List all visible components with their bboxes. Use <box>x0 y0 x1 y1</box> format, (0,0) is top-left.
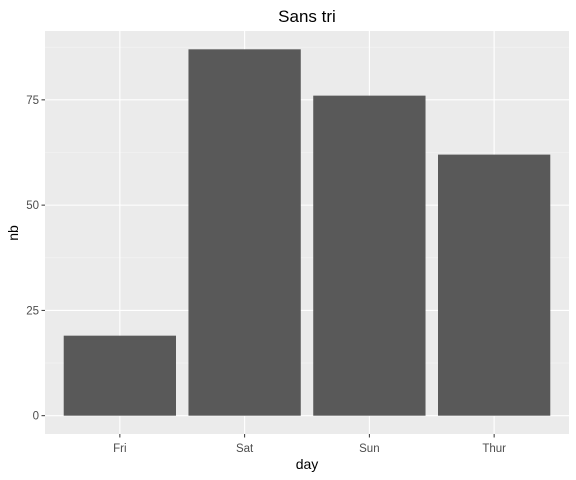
bar-sun <box>313 95 426 416</box>
x-tick-label: Sun <box>359 443 379 455</box>
x-axis-title: day <box>296 456 319 472</box>
y-tick-label: 50 <box>26 200 39 212</box>
x-axis: Fri Sat Sun Thur <box>113 434 506 455</box>
x-tick-label: Sat <box>236 443 254 455</box>
bars <box>63 49 551 416</box>
x-tick-label: Fri <box>113 443 126 455</box>
y-axis: 0 25 50 75 <box>26 95 45 423</box>
y-tick-label: 0 <box>33 411 39 423</box>
bar-thur <box>438 154 551 416</box>
chart-title: Sans tri <box>278 7 336 26</box>
y-axis-title: nb <box>5 225 21 241</box>
bar-fri <box>63 335 176 416</box>
y-tick-label: 25 <box>26 305 39 317</box>
y-tick-label: 75 <box>26 95 39 107</box>
x-tick-label: Thur <box>482 443 506 455</box>
bar-sat <box>188 49 301 416</box>
